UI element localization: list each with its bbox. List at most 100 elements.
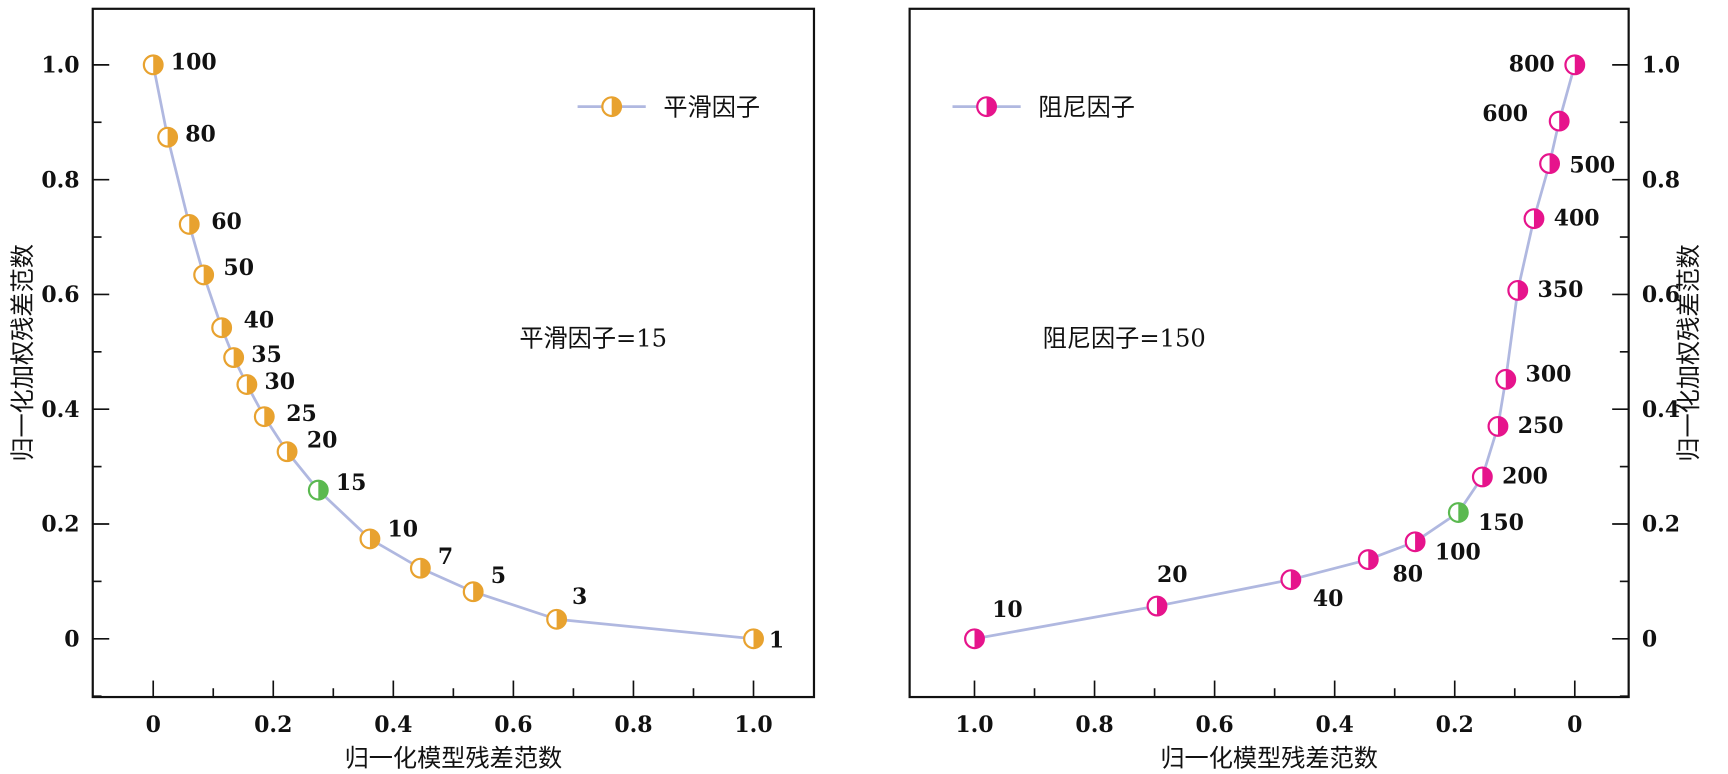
data-label: 400 xyxy=(1554,205,1600,231)
data-point xyxy=(743,628,764,650)
data-point xyxy=(1357,549,1379,571)
y-tick-label: 0.8 xyxy=(41,167,79,193)
data-label: 250 xyxy=(1518,413,1564,439)
data-label: 1 xyxy=(769,628,784,654)
marker-half xyxy=(1517,281,1528,300)
data-point xyxy=(1539,153,1561,175)
x-tick-label: 0 xyxy=(1567,712,1582,738)
data-point xyxy=(236,374,258,395)
marker-half xyxy=(974,629,984,649)
data-point xyxy=(409,557,431,579)
data-point xyxy=(1404,531,1426,553)
data-label: 80 xyxy=(1392,562,1423,588)
data-label: 20 xyxy=(1157,562,1188,588)
legend-marker xyxy=(976,96,998,118)
marker-half xyxy=(1415,532,1425,552)
y-tick-label: 0.2 xyxy=(1642,512,1680,538)
marker-half xyxy=(1482,467,1492,487)
data-point xyxy=(1548,110,1570,132)
plot-panel-damping: 1.0 0.8 0.6 0.4 0.2 0 0 0.2 0.4 0.6 0.8 1.0 归一化模型残差范… xyxy=(908,7,1703,772)
legend-marker xyxy=(601,96,623,118)
data-point xyxy=(1507,279,1529,301)
data-label: 25 xyxy=(286,401,317,427)
x-tick-label: 1.0 xyxy=(734,712,772,738)
x-tick-label: 0.2 xyxy=(254,712,292,738)
y-tick-label: 0.2 xyxy=(41,512,79,538)
marker-half xyxy=(233,348,244,367)
y-tick-label: 1.0 xyxy=(41,53,79,79)
data-point xyxy=(253,406,275,428)
annotation: 阻尼因子=150 xyxy=(1043,324,1206,352)
data-point xyxy=(157,126,179,148)
data-point xyxy=(359,528,381,550)
legend: 阻尼因子 xyxy=(952,93,1135,121)
marker-half xyxy=(473,582,483,602)
marker-half xyxy=(1574,55,1585,75)
marker-half xyxy=(189,215,199,234)
data-label: 800 xyxy=(1509,51,1555,77)
x-tick-label: 0.8 xyxy=(614,712,652,738)
legend-label: 平滑因子 xyxy=(663,93,760,121)
data-label: 100 xyxy=(171,49,217,75)
y-axis-label: 归一化加权残差范数 xyxy=(9,244,37,462)
data-label: 40 xyxy=(244,308,275,334)
data-point xyxy=(193,264,215,286)
legend: 平滑因子 xyxy=(577,93,760,121)
plot-panel-smoothing: 0 0.2 0.4 0.6 0.8 1.0 0 0.2 0.4 0.6 0.8 1.0 归一化模型残差范… xyxy=(9,7,816,772)
marker-half xyxy=(1559,111,1569,131)
data-label: 100 xyxy=(1435,539,1481,565)
y-tick-label: 0.6 xyxy=(1642,282,1680,308)
data-point xyxy=(546,608,568,630)
marker-half xyxy=(1156,596,1167,616)
marker-half xyxy=(986,97,996,116)
marker-half xyxy=(1290,570,1301,590)
data-point xyxy=(1146,595,1168,617)
data-label: 30 xyxy=(264,369,295,395)
marker-half xyxy=(1505,370,1516,389)
data-point xyxy=(1495,368,1517,390)
marker-half xyxy=(1368,550,1378,569)
marker-half xyxy=(318,480,328,500)
data-label: 150 xyxy=(1478,510,1524,536)
marker-half xyxy=(153,55,163,75)
x-tick-label: 0.4 xyxy=(1316,712,1354,738)
y-tick-label: 0.8 xyxy=(1642,167,1680,193)
data-point xyxy=(276,441,298,463)
marker-half xyxy=(611,97,622,116)
data-point xyxy=(1280,569,1302,591)
selected-point xyxy=(307,479,329,501)
x-tick-label: 0.8 xyxy=(1075,712,1113,738)
marker-half xyxy=(1549,154,1559,173)
data-point xyxy=(142,54,164,76)
marker-half xyxy=(1458,503,1468,522)
data-point xyxy=(1523,208,1545,230)
marker-half xyxy=(167,127,177,147)
x-tick-label: 0.2 xyxy=(1436,712,1474,738)
data-label: 20 xyxy=(307,427,338,453)
data-label: 60 xyxy=(211,209,242,235)
x-tick-label: 1.0 xyxy=(955,712,993,738)
annotation: 平滑因子=15 xyxy=(519,324,667,352)
data-point xyxy=(1564,54,1586,76)
x-tick-label: 0.6 xyxy=(1195,712,1233,738)
marker-half xyxy=(420,558,430,578)
legend-label: 阻尼因子 xyxy=(1038,93,1135,121)
marker-half xyxy=(221,318,231,338)
x-tick-label: 0.4 xyxy=(374,712,412,738)
plot-frame xyxy=(908,7,1630,699)
y-axis-label: 归一化加权残差范数 xyxy=(1675,244,1703,462)
marker-half xyxy=(287,442,297,462)
data-point xyxy=(223,347,245,369)
data-label: 7 xyxy=(438,544,453,570)
data-point xyxy=(1471,466,1493,488)
data-label: 5 xyxy=(491,563,506,589)
data-label: 200 xyxy=(1502,464,1548,490)
x-axis-label: 归一化模型残差范数 xyxy=(1160,744,1378,772)
data-label: 80 xyxy=(185,122,216,148)
y-tick-label: 0 xyxy=(64,626,79,652)
data-point xyxy=(1487,415,1509,437)
x-tick-label: 0.6 xyxy=(494,712,532,738)
x-axis-label: 归一化模型残差范数 xyxy=(345,744,563,772)
data-point xyxy=(178,213,200,235)
